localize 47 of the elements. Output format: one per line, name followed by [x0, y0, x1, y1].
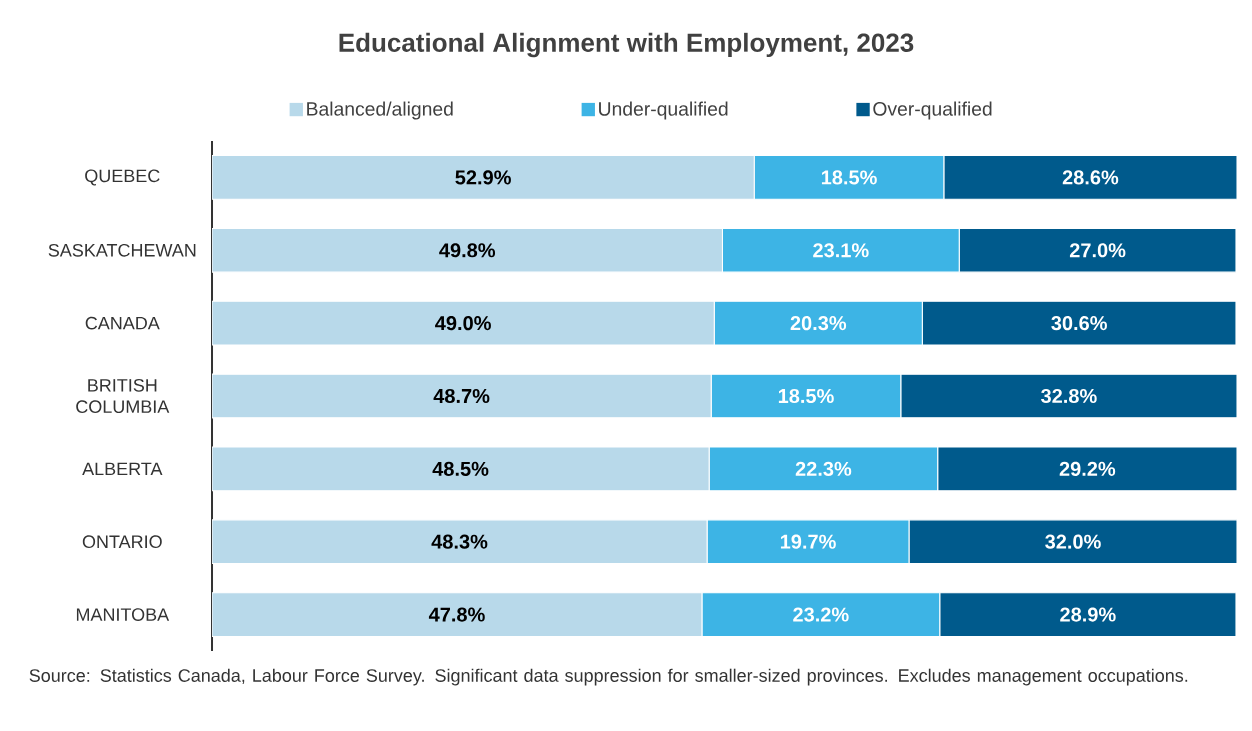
y-tick-label: ALBERTA — [82, 462, 163, 476]
bar — [212, 446, 710, 492]
legend-label: Over-qualified — [873, 101, 992, 120]
data-label: 18.5% — [778, 388, 834, 404]
data-label: 22.3% — [795, 461, 852, 476]
bar — [958, 227, 1237, 273]
data-label: 49.0% — [435, 316, 491, 331]
data-label: 18.5% — [821, 170, 877, 185]
data-label: 19.7% — [780, 534, 836, 549]
y-tick-label: ONTARIO — [82, 535, 162, 549]
bar — [908, 519, 1237, 565]
data-label: 49.8% — [439, 243, 496, 258]
data-label: 20.3% — [790, 316, 847, 331]
y-tick-label: SASKATCHEWAN — [48, 243, 196, 257]
bar — [900, 373, 1237, 419]
data-label: 23.2% — [793, 607, 849, 622]
bar — [212, 155, 755, 200]
bar — [212, 227, 723, 273]
y-tick-label: CANADA — [85, 316, 160, 330]
bar — [937, 446, 1237, 492]
data-label: 32.8% — [1041, 388, 1097, 404]
source-note: Source: Statistics Canada, Labour Force Survey. Significant data suppression for smaller-sized provinces. Excludes management occupations. — [29, 668, 1188, 686]
bar — [212, 519, 708, 565]
data-label: 48.5% — [432, 461, 489, 476]
bar — [212, 300, 715, 346]
y-tick-label: BRITISH COLUMBIA — [76, 378, 170, 414]
data-label: 32.0% — [1045, 534, 1101, 549]
y-tick-label: MANITOBA — [76, 608, 170, 621]
chart-title: Educational Alignment with Employment, 2023 — [339, 32, 914, 58]
data-label: 48.3% — [431, 534, 488, 549]
data-label: 48.7% — [433, 388, 490, 404]
data-label: 52.9% — [455, 170, 511, 185]
data-label: 47.8% — [428, 607, 485, 622]
data-label: 23.1% — [813, 243, 869, 258]
legend-label: Under-qualified — [599, 101, 728, 120]
data-label: 27.0% — [1069, 243, 1126, 258]
bar — [943, 155, 1237, 200]
bar — [921, 300, 1237, 346]
y-tick-label: QUEBEC — [85, 169, 160, 186]
bar — [212, 592, 703, 637]
data-label: 29.2% — [1059, 461, 1116, 476]
data-label: 28.6% — [1062, 170, 1119, 185]
bar — [939, 592, 1237, 637]
data-label: 28.9% — [1060, 607, 1116, 622]
bar — [212, 373, 712, 419]
data-label: 30.6% — [1051, 316, 1107, 331]
legend-label: Balanced/aligned — [307, 101, 453, 120]
